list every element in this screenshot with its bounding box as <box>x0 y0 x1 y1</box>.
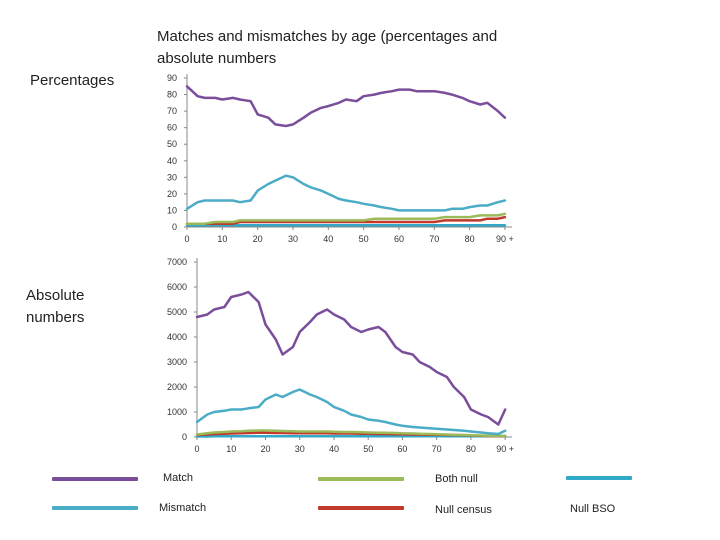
absolute-y-tick-label: 3000 <box>167 357 187 367</box>
percentages-x-tick-label: 60 <box>394 234 404 244</box>
absolute-numbers-label: Absolute numbers <box>26 287 85 326</box>
absolute-y-tick-label: 2000 <box>167 382 187 392</box>
percentages-x-tick-label: 40 <box>323 234 333 244</box>
legend-label-mismatch: Mismatch <box>159 502 207 514</box>
legend-swatch-match <box>52 477 138 481</box>
absolute-x-tick-label: 0 <box>194 444 199 454</box>
percentages-x-tick-label: 20 <box>253 234 263 244</box>
percentages-y-tick-label: 10 <box>167 205 177 215</box>
absolute-x-tick-label: 40 <box>329 444 339 454</box>
percentages-x-tick-label: 30 <box>288 234 298 244</box>
absolute-x-tick-label: 80 <box>466 444 476 454</box>
percentages-y-tick-label: 40 <box>167 156 177 166</box>
absolute-x-tick-label: 50 <box>363 444 373 454</box>
absolute-y-tick-label: 0 <box>182 432 187 442</box>
absolute-x-tick-label: 60 <box>397 444 407 454</box>
percentages-y-tick-label: 20 <box>167 189 177 199</box>
absolute-x-tick-label: 90 + <box>496 444 514 454</box>
percentages-y-tick-label: 70 <box>167 106 177 116</box>
percentages-y-tick-label: 60 <box>167 123 177 133</box>
legend-label-match: Match <box>163 472 193 484</box>
percentages-x-tick-label: 0 <box>184 234 189 244</box>
percentages-x-tick-label: 90 + <box>496 234 514 244</box>
absolute-y-tick-label: 5000 <box>167 307 187 317</box>
percentages-y-tick-label: 90 <box>167 73 177 83</box>
percentages-series-mismatch <box>185 174 507 212</box>
absolute-series-both-null <box>195 429 507 438</box>
percentages-x-tick-label: 70 <box>429 234 439 244</box>
legend-swatch-mismatch <box>52 506 138 510</box>
absolute-x-tick-label: 10 <box>226 444 236 454</box>
legend-label-both-null: Both null <box>435 473 478 485</box>
absolute-x-tick-label: 30 <box>295 444 305 454</box>
percentages-x-tick-label: 80 <box>465 234 475 244</box>
absolute-series-mismatch <box>195 388 507 436</box>
absolute-x-tick-label: 20 <box>260 444 270 454</box>
absolute-y-tick-label: 7000 <box>167 257 187 267</box>
chart-title: Matches and mismatches by age (percentag… <box>157 28 498 67</box>
legend-swatch-null-bso <box>566 476 632 480</box>
percentages-series-both-null <box>185 212 507 225</box>
legend-label-null-census: Null census <box>435 504 492 516</box>
absolute-y-tick-label: 1000 <box>167 407 187 417</box>
legend-swatch-null-census <box>318 506 404 510</box>
percentages-label: Percentages <box>30 72 115 89</box>
percentages-y-tick-label: 0 <box>172 222 177 232</box>
percentages-y-tick-label: 50 <box>167 139 177 149</box>
absolute-series-match <box>195 290 507 426</box>
percentages-y-tick-label: 80 <box>167 90 177 100</box>
percentages-y-tick-label: 30 <box>167 172 177 182</box>
legend-label-null-bso: Null BSO <box>570 503 616 515</box>
percentages-series-match <box>185 85 507 128</box>
legend-swatch-both-null <box>318 477 404 481</box>
percentages-series-null-census <box>185 215 507 225</box>
absolute-y-tick-label: 6000 <box>167 282 187 292</box>
percentages-x-tick-label: 10 <box>217 234 227 244</box>
absolute-x-tick-label: 70 <box>432 444 442 454</box>
percentages-x-tick-label: 50 <box>359 234 369 244</box>
absolute-y-tick-label: 4000 <box>167 332 187 342</box>
